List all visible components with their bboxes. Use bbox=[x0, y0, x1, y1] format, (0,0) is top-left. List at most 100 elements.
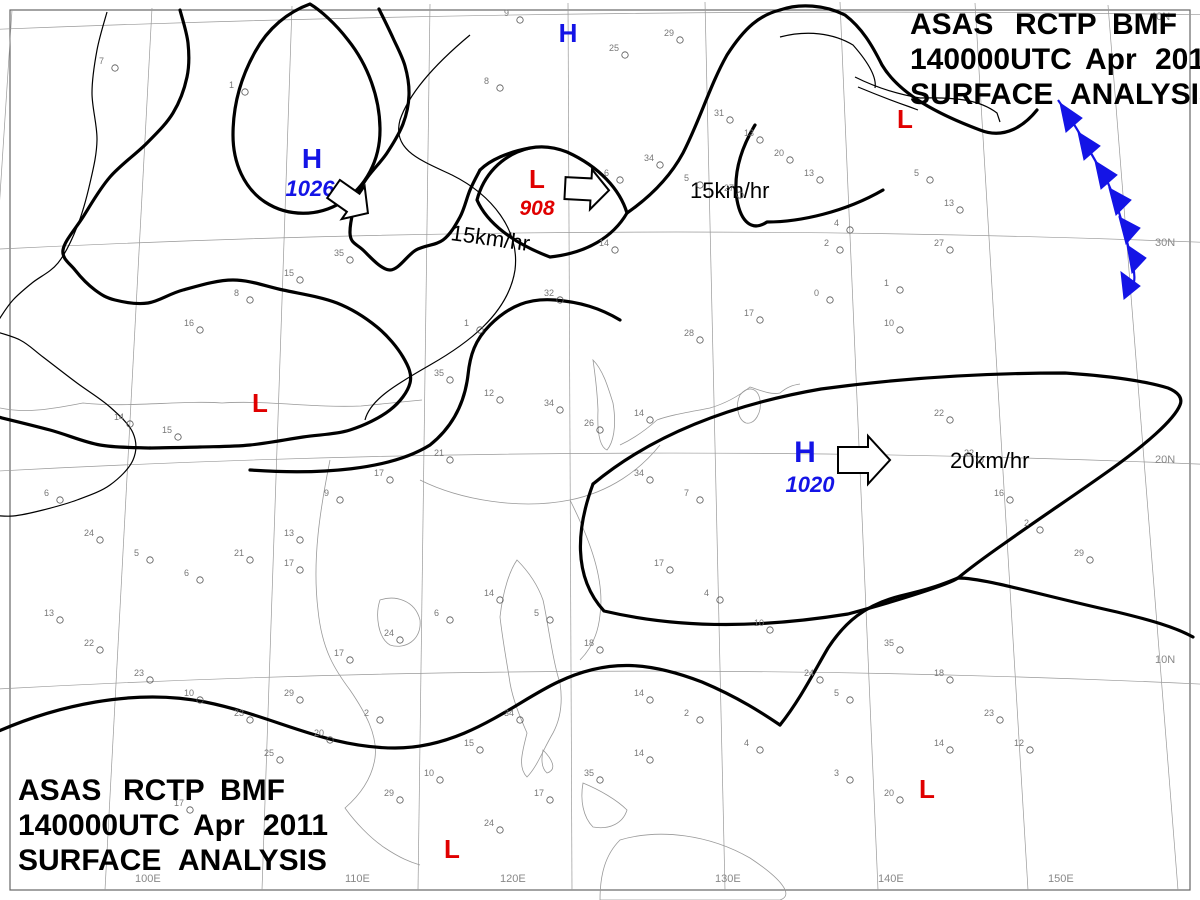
svg-text:14: 14 bbox=[634, 408, 644, 418]
svg-text:17: 17 bbox=[334, 648, 344, 658]
svg-text:14: 14 bbox=[599, 238, 609, 248]
svg-text:L: L bbox=[919, 774, 935, 804]
svg-text:6: 6 bbox=[184, 568, 189, 578]
svg-text:13: 13 bbox=[744, 128, 754, 138]
svg-text:23: 23 bbox=[984, 708, 994, 718]
svg-text:4: 4 bbox=[704, 588, 709, 598]
svg-text:H: H bbox=[559, 18, 578, 48]
svg-text:34: 34 bbox=[634, 468, 644, 478]
svg-text:34: 34 bbox=[504, 708, 514, 718]
svg-text:H: H bbox=[302, 143, 322, 174]
svg-text:23: 23 bbox=[134, 668, 144, 678]
svg-text:L: L bbox=[529, 164, 545, 194]
svg-text:24: 24 bbox=[484, 818, 494, 828]
svg-text:14: 14 bbox=[484, 588, 494, 598]
svg-text:31: 31 bbox=[714, 108, 724, 118]
svg-text:20: 20 bbox=[884, 788, 894, 798]
svg-text:18: 18 bbox=[584, 638, 594, 648]
svg-text:30N: 30N bbox=[1155, 237, 1175, 249]
svg-text:BMF: BMF bbox=[1112, 8, 1177, 41]
svg-text:2: 2 bbox=[824, 238, 829, 248]
svg-text:10: 10 bbox=[754, 618, 764, 628]
svg-text:17: 17 bbox=[654, 558, 664, 568]
svg-text:26: 26 bbox=[584, 418, 594, 428]
svg-text:16: 16 bbox=[994, 488, 1004, 498]
svg-text:13: 13 bbox=[284, 528, 294, 538]
svg-text:7: 7 bbox=[684, 488, 689, 498]
svg-text:5: 5 bbox=[834, 688, 839, 698]
svg-text:21: 21 bbox=[234, 548, 244, 558]
svg-text:ANALYSIS: ANALYSIS bbox=[1070, 78, 1200, 111]
svg-text:120E: 120E bbox=[500, 873, 526, 885]
svg-text:25: 25 bbox=[264, 748, 274, 758]
svg-text:13: 13 bbox=[44, 608, 54, 618]
svg-text:5: 5 bbox=[914, 168, 919, 178]
svg-text:28: 28 bbox=[684, 328, 694, 338]
svg-text:ANALYSIS: ANALYSIS bbox=[178, 844, 327, 877]
svg-text:4: 4 bbox=[834, 218, 839, 228]
svg-text:SURFACE: SURFACE bbox=[18, 844, 161, 877]
svg-text:35: 35 bbox=[884, 638, 894, 648]
svg-text:140000UTC: 140000UTC bbox=[18, 809, 180, 842]
svg-text:13: 13 bbox=[804, 168, 814, 178]
svg-text:Apr: Apr bbox=[193, 809, 245, 842]
svg-text:4: 4 bbox=[744, 738, 749, 748]
svg-text:25: 25 bbox=[609, 43, 619, 53]
svg-text:22: 22 bbox=[964, 448, 974, 458]
svg-text:9: 9 bbox=[324, 488, 329, 498]
svg-text:10: 10 bbox=[184, 688, 194, 698]
svg-text:29: 29 bbox=[1074, 548, 1084, 558]
svg-text:2011: 2011 bbox=[263, 809, 328, 842]
svg-text:17: 17 bbox=[284, 558, 294, 568]
svg-text:1: 1 bbox=[229, 80, 234, 90]
svg-text:21: 21 bbox=[434, 448, 444, 458]
svg-text:8: 8 bbox=[234, 288, 239, 298]
svg-text:24: 24 bbox=[84, 528, 94, 538]
svg-text:20km/hr: 20km/hr bbox=[950, 448, 1029, 473]
svg-text:3: 3 bbox=[834, 768, 839, 778]
svg-text:110E: 110E bbox=[345, 873, 370, 885]
svg-text:34: 34 bbox=[644, 153, 654, 163]
svg-text:16: 16 bbox=[184, 318, 194, 328]
svg-text:12: 12 bbox=[1014, 738, 1024, 748]
svg-text:22: 22 bbox=[934, 408, 944, 418]
svg-text:20: 20 bbox=[774, 148, 784, 158]
svg-text:140E: 140E bbox=[878, 873, 904, 885]
svg-text:8: 8 bbox=[484, 76, 489, 86]
svg-text:18: 18 bbox=[934, 668, 944, 678]
svg-text:ASAS: ASAS bbox=[18, 774, 101, 807]
svg-text:130E: 130E bbox=[715, 873, 741, 885]
svg-text:27: 27 bbox=[724, 183, 734, 193]
svg-text:35: 35 bbox=[334, 248, 344, 258]
svg-text:150E: 150E bbox=[1048, 873, 1074, 885]
svg-text:12: 12 bbox=[484, 388, 494, 398]
svg-text:32: 32 bbox=[544, 288, 554, 298]
svg-text:Apr: Apr bbox=[1085, 43, 1137, 76]
svg-text:24: 24 bbox=[384, 628, 394, 638]
svg-text:35: 35 bbox=[584, 768, 594, 778]
svg-text:14: 14 bbox=[634, 688, 644, 698]
svg-text:27: 27 bbox=[934, 238, 944, 248]
svg-text:5: 5 bbox=[134, 548, 139, 558]
svg-text:5: 5 bbox=[534, 608, 539, 618]
svg-text:15: 15 bbox=[284, 268, 294, 278]
svg-text:35: 35 bbox=[434, 368, 444, 378]
svg-text:9: 9 bbox=[504, 8, 509, 18]
svg-text:140000UTC: 140000UTC bbox=[910, 43, 1072, 76]
svg-text:10: 10 bbox=[424, 768, 434, 778]
svg-text:17: 17 bbox=[534, 788, 544, 798]
svg-text:RCTP: RCTP bbox=[1015, 8, 1097, 41]
svg-text:14: 14 bbox=[634, 748, 644, 758]
svg-text:7: 7 bbox=[99, 56, 104, 66]
svg-text:6: 6 bbox=[44, 488, 49, 498]
svg-text:34: 34 bbox=[544, 398, 554, 408]
svg-text:H: H bbox=[794, 436, 816, 469]
svg-text:BMF: BMF bbox=[220, 774, 285, 807]
svg-text:1020: 1020 bbox=[786, 472, 836, 497]
svg-text:17: 17 bbox=[374, 468, 384, 478]
svg-text:22: 22 bbox=[84, 638, 94, 648]
svg-text:1: 1 bbox=[884, 278, 889, 288]
svg-text:17: 17 bbox=[744, 308, 754, 318]
svg-text:1: 1 bbox=[464, 318, 469, 328]
svg-text:15km/hr: 15km/hr bbox=[449, 220, 531, 256]
